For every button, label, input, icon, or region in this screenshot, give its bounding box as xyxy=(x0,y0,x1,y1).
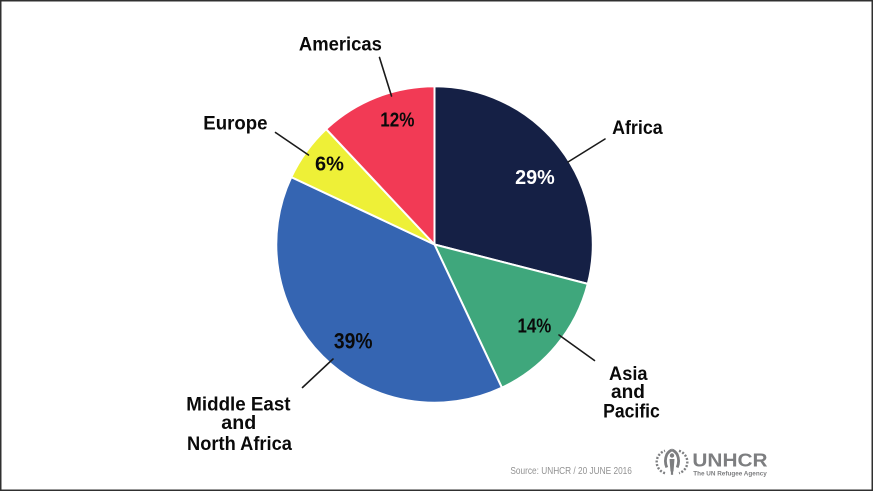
svg-text:The UN Refugee Agency: The UN Refugee Agency xyxy=(693,470,767,477)
svg-text:Pacific: Pacific xyxy=(603,401,660,422)
svg-text:Africa: Africa xyxy=(612,118,663,139)
svg-text:39%: 39% xyxy=(334,329,373,354)
svg-text:and: and xyxy=(221,413,256,434)
svg-text:12%: 12% xyxy=(380,109,414,131)
svg-text:29%: 29% xyxy=(515,167,555,189)
svg-text:14%: 14% xyxy=(518,316,552,338)
svg-text:Asia: Asia xyxy=(609,364,648,385)
svg-text:Source: UNHCR / 20 JUNE 2016: Source: UNHCR / 20 JUNE 2016 xyxy=(510,465,632,477)
svg-text:6%: 6% xyxy=(315,153,344,175)
svg-text:Americas: Americas xyxy=(299,34,382,55)
svg-text:and: and xyxy=(611,382,645,403)
svg-text:Europe: Europe xyxy=(203,113,267,134)
svg-text:Middle East: Middle East xyxy=(186,394,291,415)
svg-text:North Africa: North Africa xyxy=(187,434,292,455)
svg-text:UNHCR: UNHCR xyxy=(692,449,767,470)
